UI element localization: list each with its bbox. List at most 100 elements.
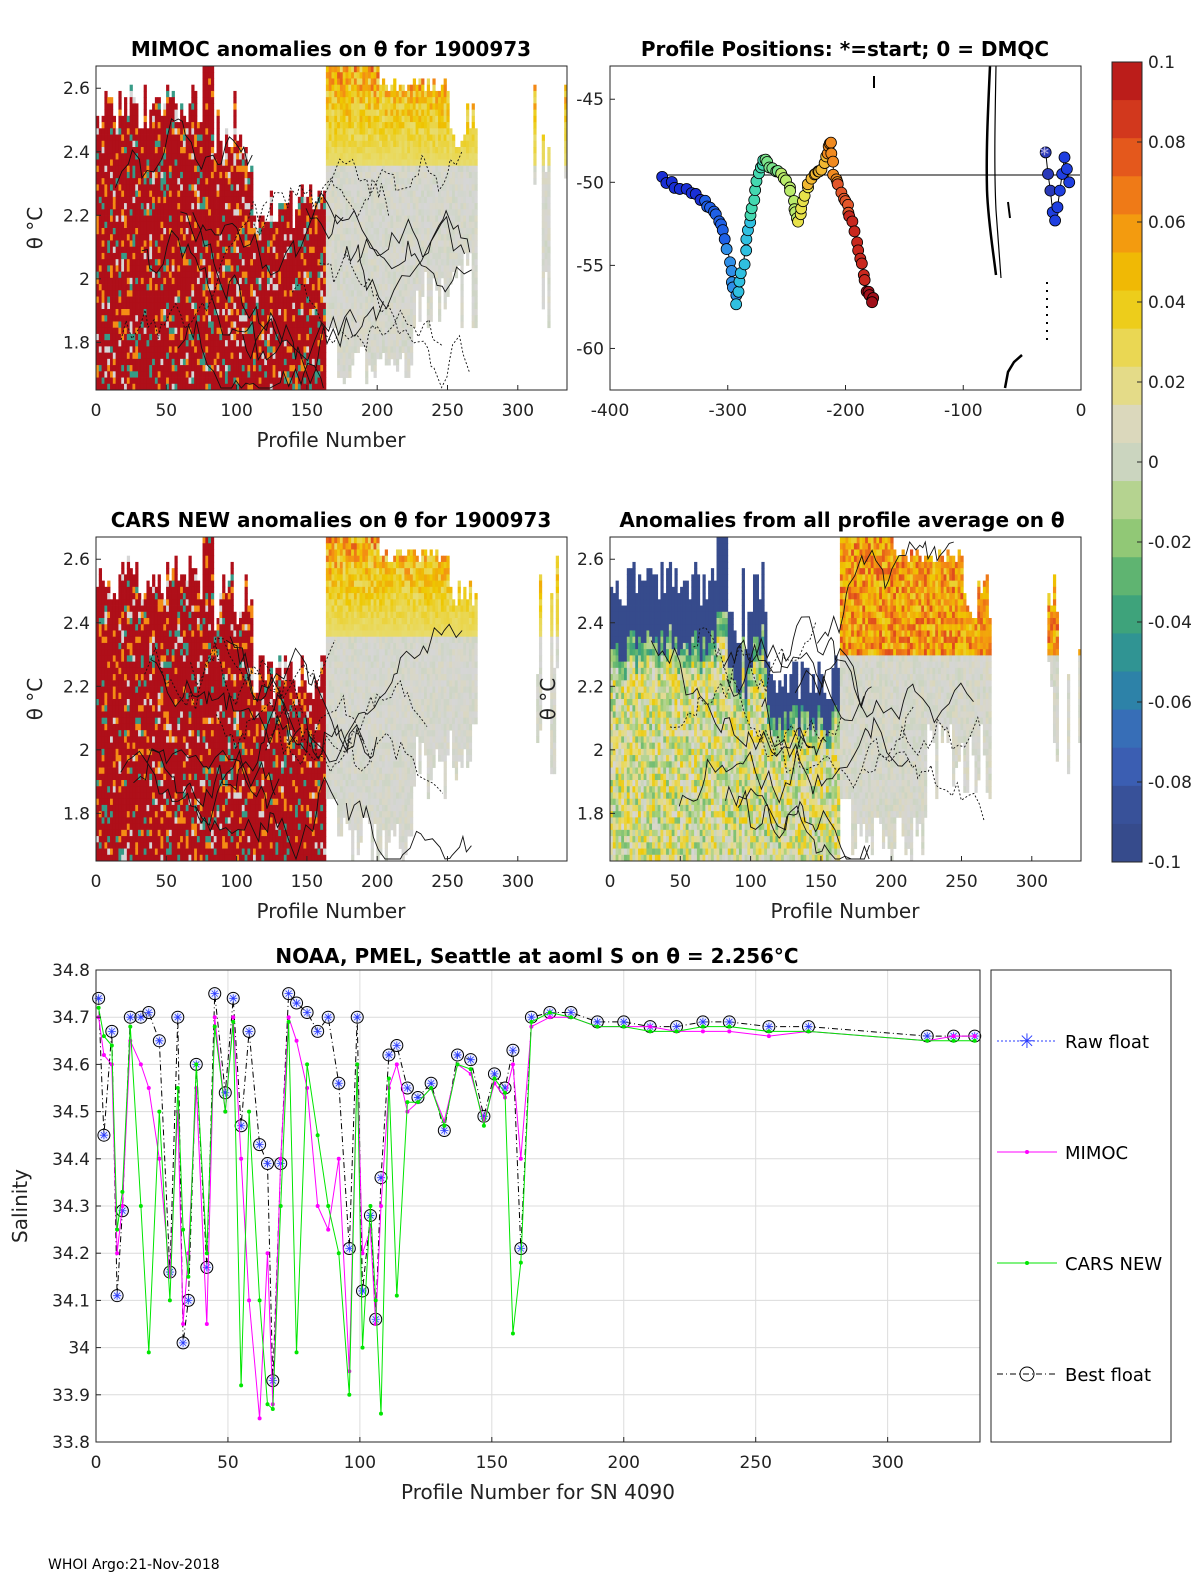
heatmap-cell	[129, 246, 133, 254]
heatmap-cell	[143, 122, 147, 129]
heatmap-cell	[196, 246, 201, 254]
heatmap-cell	[255, 252, 260, 260]
heatmap-cell	[275, 302, 279, 310]
heatmap-cell	[210, 134, 215, 142]
heatmap-cell	[135, 196, 139, 204]
heatmap-cell	[244, 259, 248, 266]
heatmap-cell	[180, 309, 184, 316]
heatmap-cell	[230, 147, 234, 154]
heatmap-cell	[177, 315, 181, 322]
heatmap-cell	[129, 109, 133, 117]
heatmap-cell	[415, 277, 419, 285]
heatmap-cell	[185, 147, 189, 154]
heatmap-cell	[96, 203, 100, 210]
heatmap-cell	[124, 296, 128, 304]
heatmap-cell	[177, 128, 181, 135]
heatmap-cell	[219, 302, 223, 310]
heatmap-cell	[289, 352, 293, 360]
heatmap-cell	[258, 277, 262, 285]
heatmap-cell	[272, 309, 276, 316]
heatmap-cell	[314, 240, 318, 248]
heatmap-cell	[323, 190, 327, 198]
heatmap-cell	[210, 66, 215, 73]
heatmap-cell	[339, 365, 344, 372]
heatmap-cell	[152, 309, 156, 316]
heatmap-cell	[348, 358, 352, 366]
heatmap-cell	[168, 103, 173, 111]
heatmap-cell	[323, 296, 327, 304]
heatmap-cell	[390, 147, 394, 154]
heatmap-cell	[373, 66, 377, 73]
heatmap-cell	[306, 309, 310, 316]
heatmap-cell	[202, 234, 206, 241]
heatmap-cell	[353, 309, 358, 316]
heatmap-cell	[356, 277, 360, 285]
heatmap-cell	[233, 383, 237, 391]
heatmap-cell	[188, 128, 192, 135]
heatmap-cell	[367, 178, 372, 185]
heatmap-cell	[157, 246, 161, 254]
heatmap-cell	[191, 190, 195, 198]
heatmap-cell	[177, 340, 181, 347]
heatmap-cell	[247, 296, 251, 304]
heatmap-cell	[387, 209, 391, 216]
heatmap-cell	[157, 140, 161, 148]
heatmap-cell	[196, 215, 201, 223]
heatmap-cell	[309, 365, 313, 372]
heatmap-cell	[202, 122, 206, 129]
heatmap-cell	[258, 302, 262, 310]
heatmap-cell	[101, 228, 105, 235]
heatmap-cell	[110, 284, 114, 291]
heatmap-cell	[96, 252, 100, 260]
heatmap-cell	[412, 178, 417, 185]
heatmap-cell	[320, 228, 324, 235]
heatmap-cell	[138, 140, 142, 148]
heatmap-cell	[359, 327, 363, 335]
heatmap-cell	[166, 315, 170, 322]
heatmap-cell	[205, 122, 209, 129]
heatmap-cell	[401, 153, 405, 160]
heatmap-cell	[124, 271, 128, 279]
heatmap-cell	[381, 277, 386, 285]
heatmap-cell	[104, 215, 108, 223]
heatmap-cell	[219, 196, 223, 204]
heatmap-cell	[410, 265, 414, 273]
heatmap-cell	[222, 333, 226, 341]
heatmap-cell	[359, 190, 363, 198]
heatmap-cell	[342, 66, 346, 73]
heatmap-cell	[174, 140, 178, 148]
heatmap-cell	[367, 302, 372, 310]
heatmap-cell	[410, 271, 414, 279]
heatmap-cell	[188, 203, 192, 210]
heatmap-cell	[348, 246, 352, 254]
heatmap-cell	[283, 346, 288, 354]
heatmap-cell	[362, 333, 366, 341]
heatmap-cell	[387, 147, 391, 154]
heatmap-cell	[424, 190, 428, 198]
heatmap-cell	[410, 234, 414, 241]
heatmap-cell	[331, 159, 335, 167]
heatmap-cell	[351, 196, 355, 204]
heatmap-cell	[216, 252, 220, 260]
heatmap-cell	[107, 321, 111, 329]
heatmap-cell	[118, 122, 122, 129]
heatmap-cell	[292, 252, 296, 260]
heatmap-cell	[168, 327, 173, 335]
heatmap-cell	[353, 165, 358, 173]
heatmap-cell	[334, 78, 338, 86]
heatmap-cell	[356, 290, 360, 297]
heatmap-cell	[421, 90, 425, 98]
heatmap-cell	[121, 309, 125, 316]
heatmap-cell	[328, 72, 332, 79]
heatmap-cell	[421, 277, 425, 285]
heatmap-cell	[258, 371, 262, 378]
heatmap-cell	[230, 302, 234, 310]
heatmap-cell	[247, 383, 251, 391]
heatmap-cell	[297, 309, 302, 316]
heatmap-cell	[362, 209, 366, 216]
heatmap-cell	[398, 333, 402, 341]
heatmap-cell	[199, 190, 203, 198]
heatmap-cell	[314, 284, 318, 291]
heatmap-cell	[146, 184, 150, 192]
heatmap-cell	[222, 340, 226, 347]
